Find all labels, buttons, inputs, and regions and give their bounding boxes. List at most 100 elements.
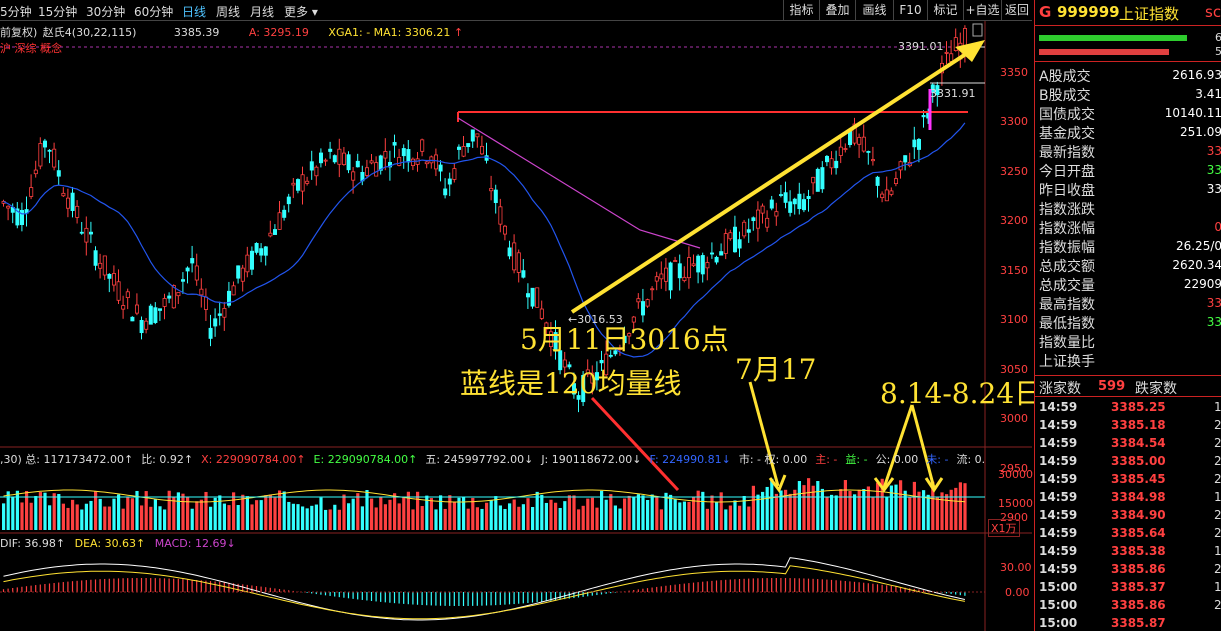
f10-button[interactable]: F10 bbox=[893, 0, 927, 20]
chart-canvas[interactable] bbox=[0, 0, 1032, 631]
volume-bar bbox=[586, 498, 590, 530]
quote-row-label: 指数振幅 bbox=[1039, 240, 1095, 256]
candle-body bbox=[456, 146, 461, 150]
candle-body bbox=[245, 254, 250, 273]
period-15min[interactable]: 15分钟 bbox=[38, 5, 78, 19]
volume-header-item: 主: - bbox=[815, 453, 838, 466]
volume-bar bbox=[61, 503, 65, 530]
header-value: 3385.39 bbox=[173, 26, 220, 39]
volume-bar bbox=[899, 480, 903, 530]
volume-bar bbox=[843, 480, 847, 530]
quote-row: 上证换手 bbox=[1039, 351, 1221, 370]
candle-body bbox=[489, 188, 494, 192]
candle-body bbox=[783, 192, 788, 203]
volume-bar bbox=[471, 497, 475, 530]
volume-bar bbox=[830, 494, 834, 530]
volume-bar bbox=[186, 497, 190, 530]
candle-body bbox=[452, 168, 457, 180]
stock-name[interactable]: 上证指数 bbox=[1119, 5, 1180, 23]
down-ratio-bar bbox=[1039, 49, 1169, 55]
candle-body bbox=[921, 115, 926, 118]
candle-body bbox=[512, 242, 517, 271]
quote-row: 最低指数 33 bbox=[1039, 313, 1221, 332]
volume-bar bbox=[931, 481, 935, 530]
volume-bar bbox=[774, 493, 778, 530]
candle-body bbox=[231, 285, 236, 296]
quote-row-label: 上证换手 bbox=[1039, 354, 1095, 370]
candle-body bbox=[185, 267, 190, 272]
divider bbox=[1035, 61, 1221, 62]
candle-body bbox=[779, 194, 784, 196]
candle-body bbox=[162, 298, 167, 307]
candle-body bbox=[590, 372, 595, 384]
tick-time: 14:59 bbox=[1039, 526, 1078, 540]
period-5min[interactable]: 5分钟 bbox=[0, 5, 32, 19]
candle-body bbox=[502, 225, 507, 235]
tick-row: 14:59 3384.54 2. bbox=[1039, 436, 1221, 454]
volume-bar bbox=[176, 492, 180, 530]
volume-bar bbox=[940, 492, 944, 530]
candle-body bbox=[66, 197, 71, 209]
trend-arrow-head bbox=[955, 40, 985, 62]
candle-body bbox=[194, 265, 199, 281]
period-weekly[interactable]: 周线 bbox=[216, 5, 241, 19]
candle-body bbox=[710, 252, 715, 255]
candle-body bbox=[443, 188, 448, 196]
candle-body bbox=[567, 364, 572, 368]
sector-tags[interactable]: 沪 深综 概念 bbox=[0, 42, 62, 55]
quote-row-label: 昨日收盘 bbox=[1039, 183, 1095, 199]
candle-body bbox=[286, 196, 291, 205]
candle-body bbox=[815, 168, 820, 192]
volume-header-item: 比: 0.92↑ bbox=[141, 453, 194, 466]
candle-body bbox=[397, 156, 402, 166]
candle-body bbox=[213, 318, 218, 327]
volume-bar bbox=[751, 485, 755, 530]
jul17-arrow-head bbox=[768, 474, 787, 494]
adjust-label[interactable]: 前复权) bbox=[0, 26, 38, 39]
volume-bar bbox=[25, 490, 29, 530]
volume-bar bbox=[324, 509, 328, 530]
down-count-label: 跌家数 bbox=[1135, 381, 1177, 397]
add-watchlist-button[interactable]: +自选 bbox=[963, 0, 1001, 20]
trend-arrow-line bbox=[570, 48, 974, 314]
volume-header-item: X: 229090784.00↑ bbox=[201, 453, 306, 466]
period-60min[interactable]: 60分钟 bbox=[134, 5, 174, 19]
bar-num-2: 5 bbox=[1215, 45, 1221, 58]
period-30min[interactable]: 30分钟 bbox=[86, 5, 126, 19]
period-daily[interactable]: 日线 bbox=[182, 5, 207, 19]
period-monthly[interactable]: 月线 bbox=[250, 5, 275, 19]
chart-corner-box bbox=[972, 23, 983, 37]
tick-volume: 2. bbox=[1214, 472, 1221, 486]
volume-bar bbox=[613, 505, 617, 530]
volume-bar bbox=[641, 495, 645, 530]
volume-bar bbox=[917, 491, 921, 530]
tick-time: 14:59 bbox=[1039, 400, 1078, 414]
quote-row: 指数量比 bbox=[1039, 332, 1221, 351]
quote-row: 国债成交 10140.11 bbox=[1039, 104, 1221, 123]
period-more[interactable]: 更多 ▾ bbox=[284, 5, 318, 19]
draw-line-button[interactable]: 画线 bbox=[855, 0, 893, 20]
candle-body bbox=[107, 273, 112, 279]
macd-header: DIF: 36.98↑ DEA: 30.63↑ MACD: 12.69↓ bbox=[0, 537, 236, 550]
candle-body bbox=[226, 290, 231, 306]
candle-body bbox=[369, 160, 374, 164]
candle-body bbox=[585, 369, 590, 375]
indicator-button[interactable]: 指标 bbox=[783, 0, 819, 20]
ma-magenta-line bbox=[457, 117, 701, 249]
quote-row-value: 3.41 bbox=[1195, 87, 1221, 101]
volume-bar bbox=[98, 498, 102, 530]
stock-code[interactable]: 999999 bbox=[1057, 3, 1120, 21]
volume-bars bbox=[0, 478, 985, 530]
volume-bar bbox=[278, 490, 282, 530]
candle-body bbox=[125, 291, 130, 298]
candle-body bbox=[871, 159, 876, 162]
quote-row-label: 国债成交 bbox=[1039, 107, 1095, 123]
annotation-blue-line: 蓝线是120均量线 bbox=[460, 367, 682, 400]
overlay-button[interactable]: 叠加 bbox=[819, 0, 855, 20]
back-button[interactable]: 返回 bbox=[1001, 0, 1032, 20]
quote-row-label: 总成交量 bbox=[1039, 278, 1095, 294]
candle-body bbox=[438, 164, 443, 172]
formula-label[interactable]: 赵氏4(30,22,115) bbox=[42, 26, 137, 39]
mark-button[interactable]: 标记 bbox=[927, 0, 963, 20]
candle-body bbox=[38, 143, 43, 167]
